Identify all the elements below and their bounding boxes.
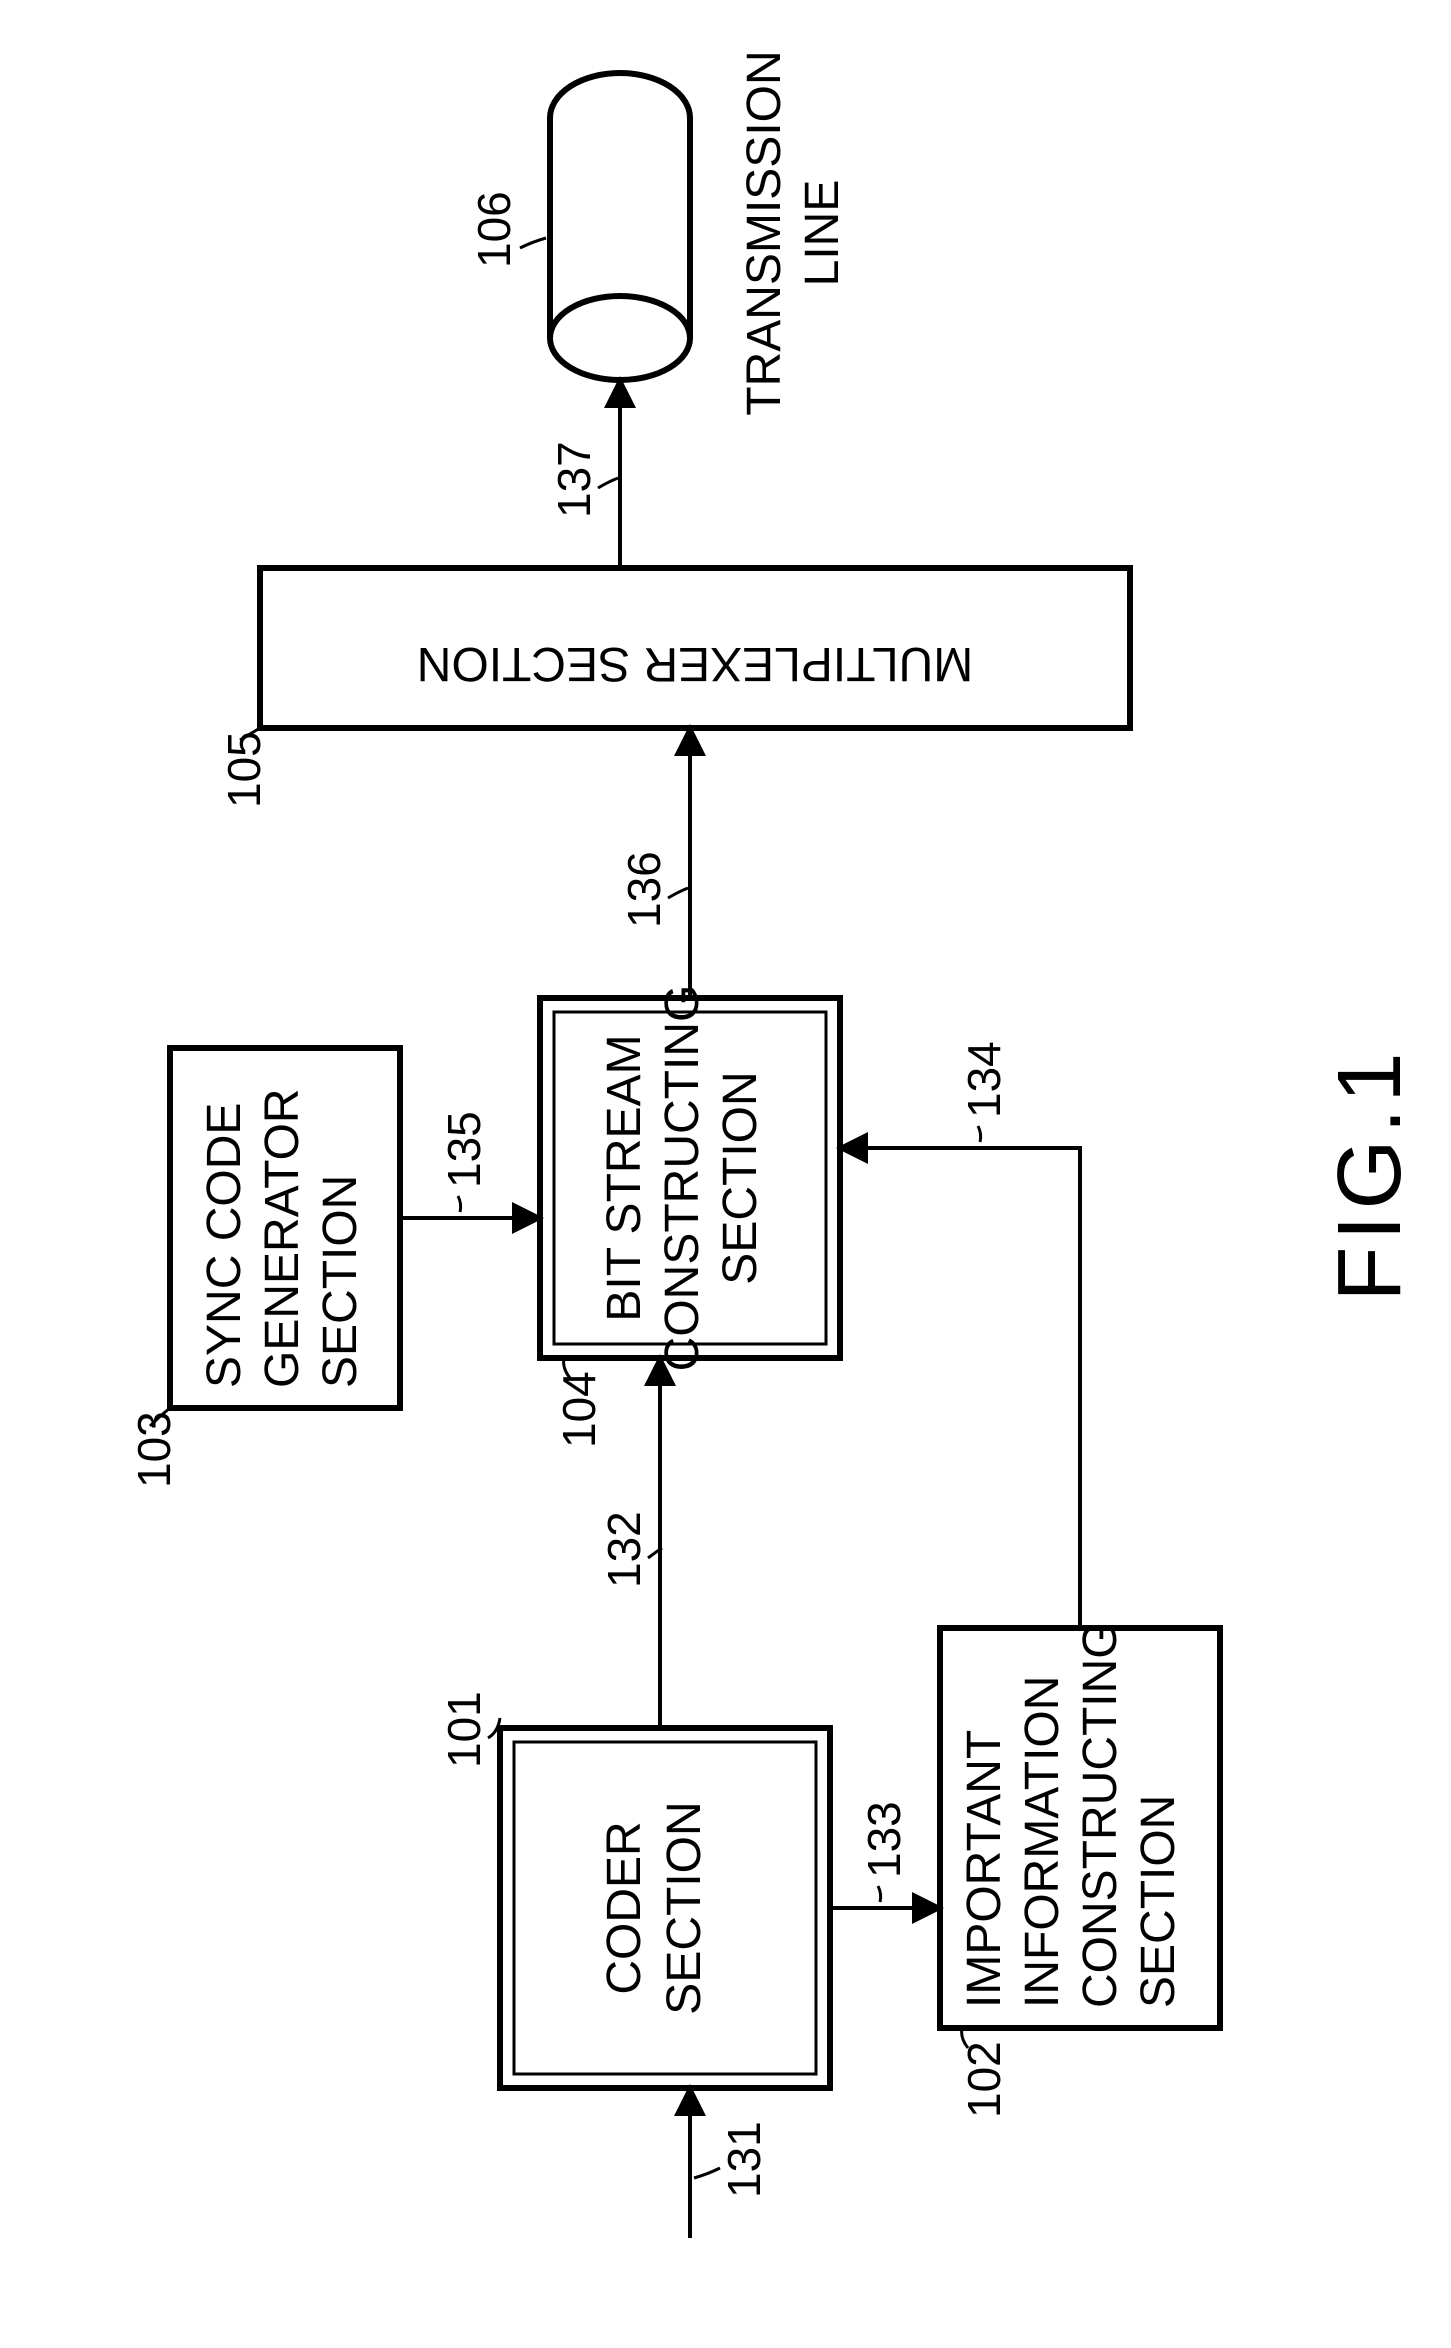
ref-105: 105 [218,731,270,808]
important-line4: SECTION [1132,1795,1185,2008]
transmission-line1: TRANSMISSION [738,50,791,415]
coder-section-block: CODER SECTION [500,1728,830,2088]
coder-line2: SECTION [658,1801,711,2014]
important-info-block: IMPORTANT INFORMATION CONSTRUCTING SECTI… [940,1621,1220,2028]
ref-106: 106 [468,191,520,268]
signal-136: 136 [618,851,670,928]
ref-106-tick [520,238,546,248]
signal-131-tick [694,2168,720,2178]
coder-line1: CODER [598,1821,651,1994]
multiplexer-block: MULTIPLEXER SECTION [260,568,1130,728]
figure-label: FIG.1 [1320,1046,1420,1301]
signal-134: 134 [958,1041,1010,1118]
ref-101: 101 [438,1691,490,1768]
signal-135: 135 [438,1111,490,1188]
important-line1: IMPORTANT [958,1730,1011,2008]
multiplexer-line: MULTIPLEXER SECTION [417,637,974,690]
signal-136-tick [668,888,688,898]
sync-code-block: SYNC CODE GENERATOR SECTION [170,1048,400,1408]
sync-line1: SYNC CODE [198,1103,251,1388]
bitstream-block: BIT STREAM CONSTRUCTING SECTION [540,985,840,1372]
bitstream-line2: CONSTRUCTING [656,985,709,1372]
signal-137: 137 [548,441,600,518]
sync-line2: GENERATOR [256,1088,309,1388]
signal-133-tick [878,1886,881,1902]
sync-line3: SECTION [314,1175,367,1388]
signal-134-tick [978,1126,981,1142]
signal-131: 131 [718,2121,770,2198]
bitstream-line1: BIT STREAM [598,1034,651,1321]
bitstream-line3: SECTION [714,1071,767,1284]
important-line2: INFORMATION [1016,1676,1069,2008]
transmission-line2: LINE [796,180,849,287]
signal-135-tick [458,1196,461,1212]
ref-104: 104 [553,1371,605,1448]
transmission-line-symbol: TRANSMISSION LINE [550,50,849,415]
signal-132: 132 [598,1511,650,1588]
signal-137-tick [598,478,618,488]
signal-134-arrow [844,1148,1080,1628]
important-line3: CONSTRUCTING [1074,1621,1127,2008]
signal-133: 133 [858,1801,910,1878]
ref-102: 102 [958,2041,1010,2118]
